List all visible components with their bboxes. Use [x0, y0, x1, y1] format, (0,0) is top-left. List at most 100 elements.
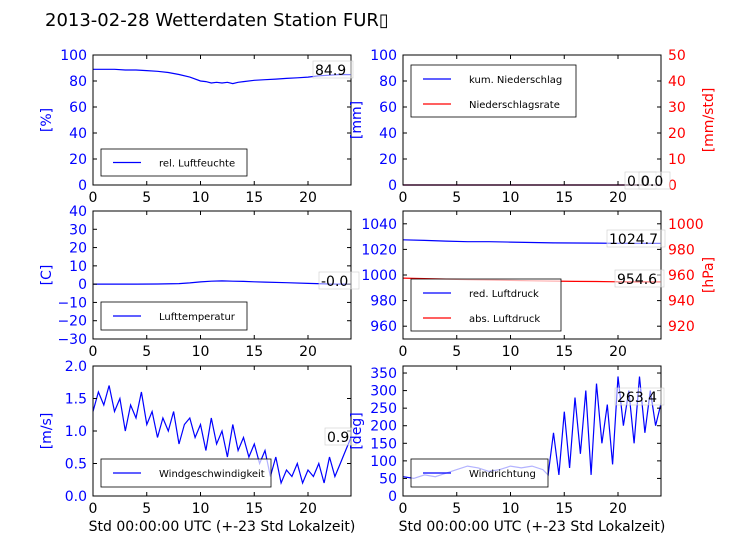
chart-panel: 0 5 10 15 20 0 20 40 60 80 100 [%] rel. Luftfeuchte 8…	[39, 48, 354, 206]
y-tick-label: 1.5	[65, 392, 87, 408]
y-tick-label: 100	[370, 48, 397, 64]
legend-label: kum. Niederschlag	[469, 75, 562, 86]
legend-label: abs. Luftdruck	[469, 314, 540, 325]
value-annotation: 1024.7	[609, 232, 658, 248]
value-annotation: 84.9	[315, 63, 346, 79]
y-tick-label: −20	[57, 314, 87, 330]
y-tick-label: 1040	[361, 217, 397, 233]
y-axis-label: [C]	[39, 265, 55, 286]
y2-tick-label: 30	[668, 100, 686, 116]
chart-panel: 0 5 10 15 20 0.0 0.5 1.0 1.5 2.0 [m/s] Std 00:00:00…	[39, 359, 357, 535]
value-annotation-box	[324, 427, 357, 446]
value-annotation: -0.0	[321, 274, 348, 290]
y-tick-label: 1000	[361, 268, 397, 284]
x-tick-label: 0	[399, 344, 408, 360]
x-tick-label: 20	[299, 501, 317, 517]
x-tick-label: 5	[142, 501, 151, 517]
value-annotation-box	[606, 229, 666, 248]
y-tick-label: 960	[370, 319, 397, 335]
value-annotation: 263.4	[617, 390, 657, 406]
y-tick-label: 0	[78, 277, 87, 293]
y-tick-label: −10	[57, 295, 87, 311]
x-tick-label: 15	[555, 190, 573, 206]
y2-tick-label: 1000	[668, 217, 704, 233]
x-tick-label: 15	[245, 190, 263, 206]
x-tick-label: 0	[89, 501, 98, 517]
x-tick-label: 5	[452, 344, 461, 360]
y-tick-label: 0.0	[65, 489, 87, 505]
y-tick-label: 0	[388, 489, 397, 505]
x-tick-label: 0	[399, 501, 408, 517]
x-tick-label: 10	[192, 501, 210, 517]
x-tick-label: 20	[609, 344, 627, 360]
y-tick-label: 20	[69, 152, 87, 168]
y-tick-label: 1020	[361, 242, 397, 258]
y-tick-label: 80	[69, 74, 87, 90]
value-annotation-box	[614, 269, 665, 288]
x-tick-label: 15	[245, 501, 263, 517]
y2-axis-label: [hPa]	[701, 257, 717, 293]
y2-tick-label: 980	[668, 242, 695, 258]
y-axis-label: [m/s]	[39, 413, 55, 450]
x-tick-label: 0	[89, 344, 98, 360]
legend-label: Niederschlagsrate	[469, 100, 560, 111]
series-line	[92, 385, 352, 486]
plot-frame	[402, 365, 662, 497]
y-tick-label: 40	[379, 126, 397, 142]
y-tick-label: 0	[388, 178, 397, 194]
x-tick-label: 10	[502, 190, 520, 206]
x-tick-label: 10	[502, 344, 520, 360]
x-axis-label: Std 00:00:00 UTC (+-23 Std Lokalzeit)	[399, 519, 666, 535]
y-tick-label: −30	[57, 332, 87, 348]
y2-axis-label: [mm/std]	[701, 88, 717, 153]
y-tick-label: 60	[69, 100, 87, 116]
x-tick-label: 10	[192, 344, 210, 360]
y-tick-label: 60	[379, 100, 397, 116]
y-tick-label: 40	[69, 204, 87, 220]
legend-label: Windgeschwindigkeit	[159, 469, 265, 480]
y-tick-label: 0	[78, 178, 87, 194]
value-annotation-box	[614, 387, 665, 406]
y-tick-label: 350	[370, 366, 397, 382]
x-tick-label: 5	[452, 190, 461, 206]
legend-label: Windrichtung	[469, 469, 536, 480]
y-tick-label: 980	[370, 294, 397, 310]
y2-tick-label: 40	[668, 74, 686, 90]
x-tick-label: 0	[89, 190, 98, 206]
legend-label: red. Luftdruck	[469, 289, 539, 300]
value-annotation-box	[638, 171, 671, 190]
y2-tick-label: 50	[668, 48, 686, 64]
plot-frame	[402, 54, 662, 186]
y2-tick-label: 920	[668, 319, 695, 335]
y-tick-label: 100	[370, 454, 397, 470]
y-tick-label: 10	[69, 259, 87, 275]
chart-panel: 0 5 10 15 20 960 980 1000 1020 1040 920 940 960 980 10…	[361, 210, 717, 360]
x-tick-label: 15	[555, 501, 573, 517]
y-tick-label: 2.0	[65, 359, 87, 375]
chart-panel: 0 5 10 15 20 0 20 40 60 80 100 0 10 20 30 40 50 [mm] [mm/s…	[349, 48, 717, 206]
y2-tick-label: 10	[668, 152, 686, 168]
y-tick-label: 20	[69, 241, 87, 257]
y-tick-label: 0.5	[65, 457, 87, 473]
y-tick-label: 80	[379, 74, 397, 90]
value-annotation-box	[318, 271, 360, 290]
y-tick-label: 30	[69, 222, 87, 238]
y-tick-label: 1.0	[65, 424, 87, 440]
legend-box	[410, 278, 562, 332]
x-tick-label: 15	[245, 344, 263, 360]
x-tick-label: 10	[502, 501, 520, 517]
y-tick-label: 150	[370, 436, 397, 452]
x-axis-label: Std 00:00:00 UTC (+-23 Std Lokalzeit)	[89, 519, 356, 535]
x-tick-label: 5	[142, 190, 151, 206]
legend-label: rel. Luftfeuchte	[159, 159, 235, 170]
y2-tick-label: 940	[668, 294, 695, 310]
y2-tick-label: 20	[668, 126, 686, 142]
x-tick-label: 20	[609, 190, 627, 206]
legend-box	[410, 64, 577, 118]
x-tick-label: 0	[399, 190, 408, 206]
y-tick-label: 50	[379, 471, 397, 487]
y-tick-label: 300	[370, 384, 397, 400]
x-tick-label: 20	[609, 501, 627, 517]
